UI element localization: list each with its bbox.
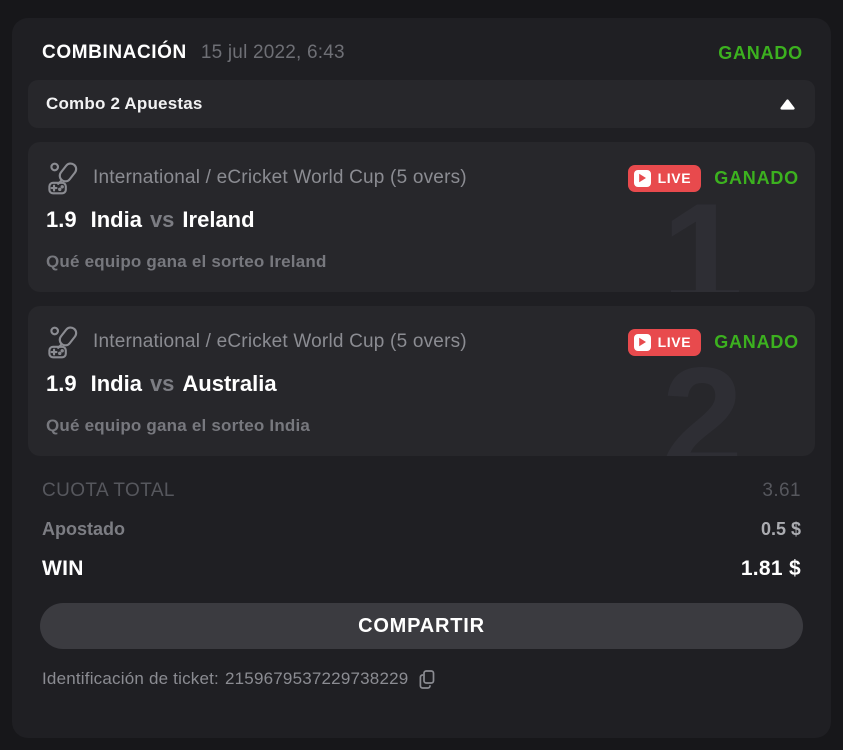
ticket-status-badge: GANADO: [718, 42, 803, 63]
leg-odds: 1.9: [46, 371, 77, 396]
away-team: Australia: [182, 371, 277, 396]
play-icon: [633, 169, 651, 187]
bet-leg-card: 1 International / eCricket World Cup (5 …: [28, 142, 815, 292]
ecricket-icon: [46, 324, 82, 360]
share-button-label: COMPARTIR: [358, 614, 485, 637]
leg-status-badge: GANADO: [714, 167, 799, 188]
stake-row: Apostado 0.5 $: [42, 519, 801, 540]
league-label: International / eCricket World Cup (5 ov…: [93, 331, 467, 352]
away-team: Ireland: [182, 207, 255, 232]
leg-category-row: International / eCricket World Cup (5 ov…: [46, 324, 799, 360]
win-label: WIN: [42, 557, 84, 580]
bet-ticket-card: COMBINACIÓN 15 jul 2022, 6:43 GANADO Com…: [12, 18, 831, 738]
win-row: WIN 1.81 $: [42, 557, 801, 581]
ecricket-icon: [46, 160, 82, 196]
combo-label: Combo 2 Apuestas: [46, 94, 203, 113]
leg-category-row: International / eCricket World Cup (5 ov…: [46, 160, 799, 196]
market-label: Qué equipo gana el sorteo Ireland: [46, 252, 327, 271]
chevron-up-icon[interactable]: [780, 98, 795, 110]
stake-label: Apostado: [42, 519, 125, 539]
play-icon: [633, 333, 651, 351]
vs-label: vs: [149, 207, 175, 232]
live-badge: LIVE: [627, 164, 702, 192]
live-label: LIVE: [657, 334, 692, 350]
ticket-id-row: Identificación de ticket: 21596795372297…: [42, 669, 801, 689]
ticket-summary: CUOTA TOTAL 3.61 Apostado 0.5 $ WIN 1.81…: [12, 456, 831, 581]
live-badge: LIVE: [627, 328, 702, 356]
ticket-id-value: 2159679537229738229: [224, 669, 409, 688]
bet-leg-card: 2 International / eCricket World Cup (5 …: [28, 306, 815, 456]
vs-label: vs: [149, 371, 175, 396]
total-odds-label: CUOTA TOTAL: [42, 480, 175, 501]
leg-match-row: 1.9 India vs Ireland: [46, 207, 799, 233]
league-label: International / eCricket World Cup (5 ov…: [93, 167, 467, 188]
ticket-id-label: Identificación de ticket:: [42, 669, 219, 688]
leg-match-row: 1.9 India vs Australia: [46, 371, 799, 397]
win-value: 1.81 $: [740, 557, 801, 580]
live-label: LIVE: [657, 170, 692, 186]
home-team: India: [90, 207, 142, 232]
home-team: India: [90, 371, 142, 396]
combo-accordion-toggle[interactable]: Combo 2 Apuestas: [28, 80, 815, 128]
stake-value: 0.5 $: [760, 519, 801, 539]
market-label: Qué equipo gana el sorteo India: [46, 416, 311, 435]
ticket-datetime: 15 jul 2022, 6:43: [200, 42, 345, 63]
leg-number-watermark: 2: [661, 337, 743, 457]
bet-type-label: COMBINACIÓN: [42, 42, 187, 63]
copy-icon[interactable]: [417, 669, 437, 689]
leg-status-badge: GANADO: [714, 331, 799, 352]
leg-odds: 1.9: [46, 207, 77, 232]
ticket-header: COMBINACIÓN 15 jul 2022, 6:43 GANADO: [12, 18, 831, 80]
total-odds-value: 3.61: [762, 480, 801, 501]
share-button[interactable]: COMPARTIR: [40, 603, 803, 649]
total-odds-row: CUOTA TOTAL 3.61: [42, 480, 801, 502]
leg-number-watermark: 1: [661, 173, 743, 293]
